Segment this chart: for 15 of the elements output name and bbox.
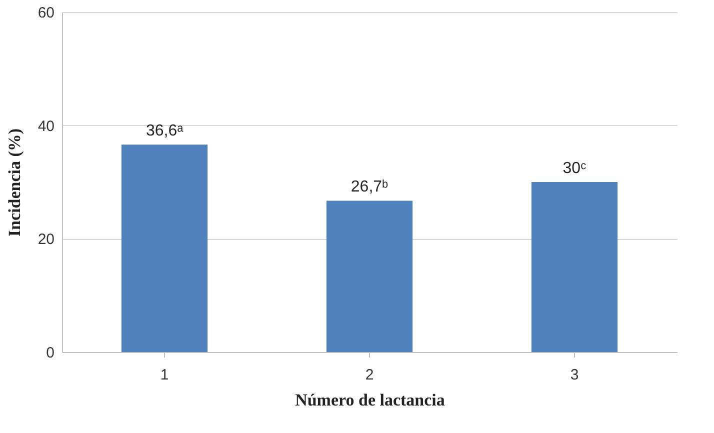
bar [121,144,208,352]
y-tick-label: 40 [38,118,54,135]
data-label: 36,6ᵃ [146,122,184,140]
y-tick-label: 60 [38,4,54,22]
y-tick-label: 0 [46,344,54,362]
data-label: 26,7ᵇ [350,178,388,196]
y-axis-title: Incidencia (%) [4,128,24,237]
y-tick-label: 20 [38,231,54,248]
x-tick-label: 3 [570,366,579,384]
data-label: 30ᶜ [562,160,587,177]
x-tick-label: 2 [365,366,374,384]
x-axis-title: Número de lactancia [295,390,446,410]
bar [531,182,618,352]
bar [326,200,413,352]
x-tick-label: 1 [160,366,169,384]
